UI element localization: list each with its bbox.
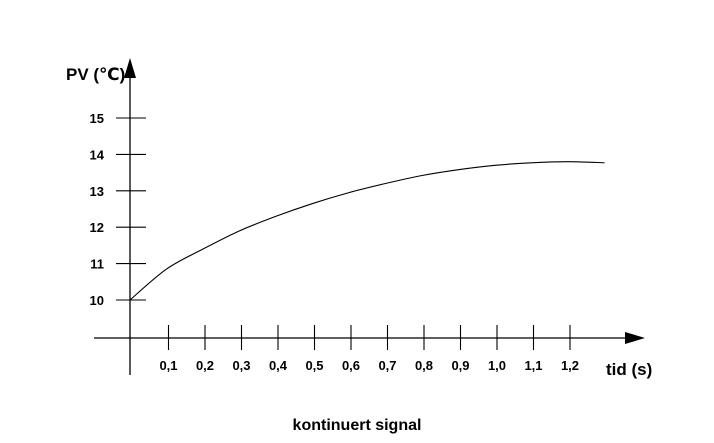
x-axis-label: tid (s): [606, 360, 652, 379]
x-tick-label: 0,5: [305, 358, 323, 373]
x-tick-label: 0,4: [269, 358, 288, 373]
series-line: [129, 161, 605, 301]
y-tick-label: 15: [90, 111, 104, 126]
y-tick-label: 11: [90, 257, 104, 272]
x-tick-label: 0,7: [378, 358, 396, 373]
x-ticks: 0,1 0,2 0,3 0,4 0,5 0,6 0,7 0,8 0,9 1,0 1,1 1,2: [159, 325, 579, 373]
x-tick-label: 0,2: [196, 358, 214, 373]
x-tick-label: 0,6: [342, 358, 360, 373]
y-tick-label: 14: [90, 147, 105, 162]
x-tick-label: 0,1: [159, 358, 177, 373]
axes: [94, 58, 645, 375]
y-axis-arrow-icon: [124, 58, 136, 78]
y-tick-label: 10: [90, 293, 104, 308]
y-tick-label: 12: [90, 220, 104, 235]
x-axis-arrow-icon: [625, 332, 645, 344]
x-tick-label: 0,9: [451, 358, 469, 373]
x-tick-label: 1,2: [561, 358, 579, 373]
x-tick-label: 0,3: [232, 358, 250, 373]
chart-caption: kontinuert signal: [293, 417, 422, 434]
x-tick-label: 0,8: [415, 358, 433, 373]
x-tick-label: 1,0: [488, 358, 506, 373]
y-tick-label: 13: [90, 184, 104, 199]
y-ticks: 10 11 12 13 14 15: [90, 111, 146, 308]
y-axis-label: PV (℃): [66, 65, 125, 84]
x-tick-label: 1,1: [524, 358, 542, 373]
